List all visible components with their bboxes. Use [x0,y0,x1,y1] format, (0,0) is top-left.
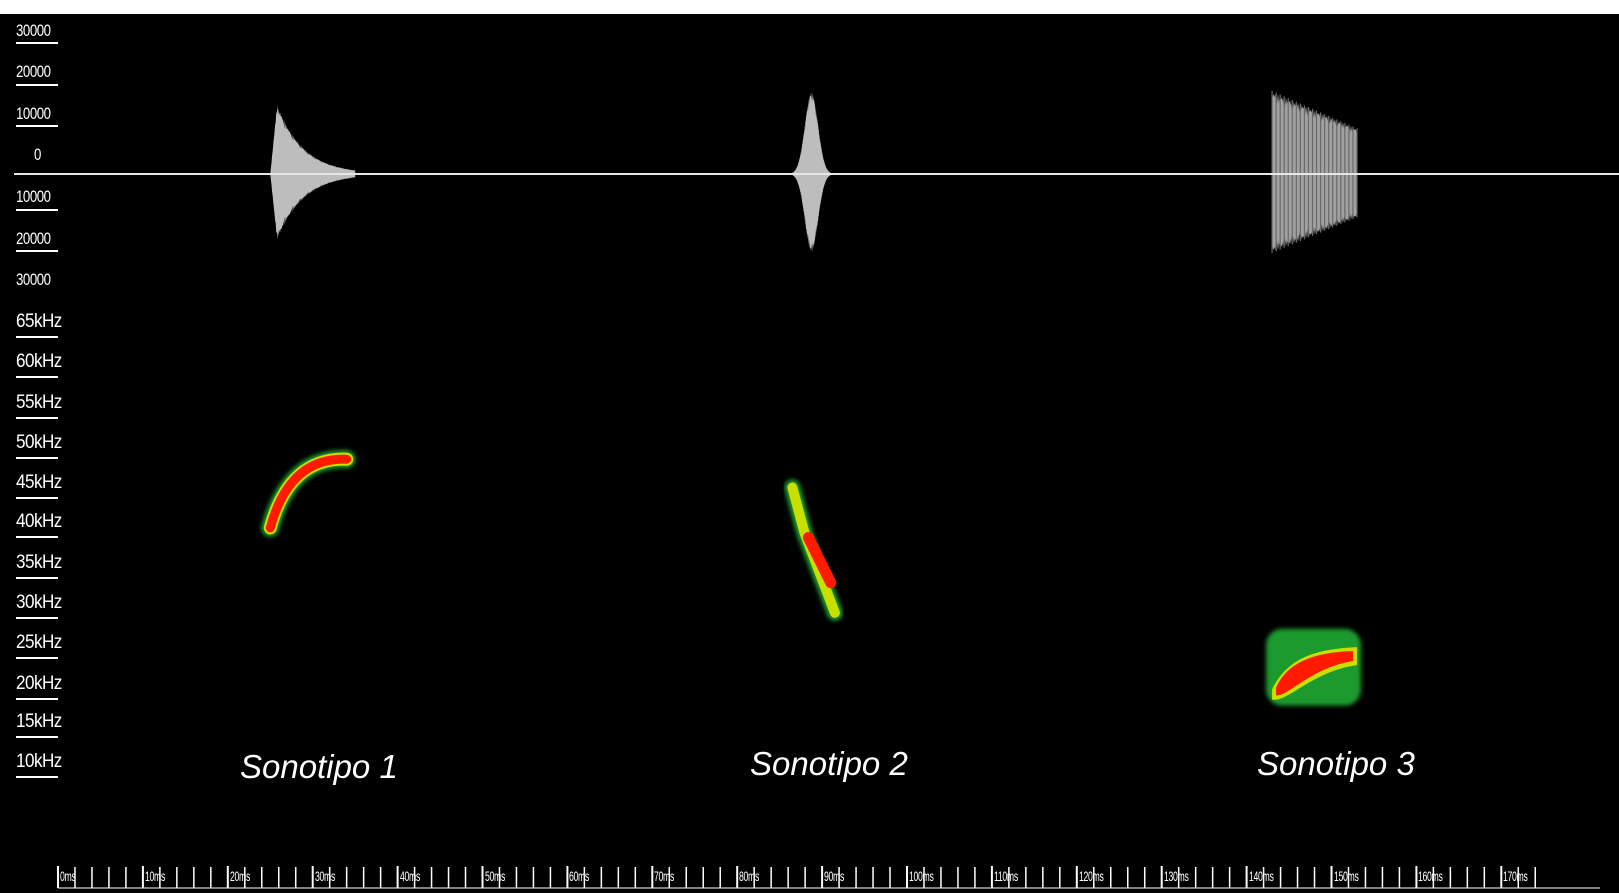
time-tick-label: 150ms [1333,868,1359,884]
amplitude-gridmark [16,125,58,127]
sonotipo-3-label: Sonotipo 3 [1257,745,1415,782]
call-3-core [1276,651,1353,696]
time-tick-label: 140ms [1248,868,1274,884]
amplitude-gridmark [16,84,58,86]
time-tick-label: 160ms [1418,868,1443,884]
frequency-tick-label: 35kHz [16,552,62,573]
frequency-gridmark [16,617,58,619]
time-tick-label: 20ms [229,868,250,884]
frequency-gridmark [16,376,58,378]
amplitude-tick-label: 20000 [16,62,51,81]
frequency-gridmark [16,457,58,459]
top-border [0,0,1619,14]
frequency-tick-label: 10kHz [16,751,62,772]
frequency-gridmark [16,698,58,700]
time-tick-label: 60ms [569,868,590,884]
time-tick-label: 170ms [1503,868,1528,884]
frequency-tick-label: 50kHz [16,432,62,453]
amplitude-tick-label: 20000 [16,229,51,248]
time-tick-label: 130ms [1163,868,1189,884]
waveform-1 [270,104,356,240]
amplitude-gridmark [16,209,58,211]
amplitude-gridmark [16,250,58,252]
sonotipo-1-label: Sonotipo 1 [240,748,398,785]
frequency-tick-label: 40kHz [16,511,62,532]
amplitude-tick-label: 0 [34,145,41,164]
frequency-gridmark [16,736,58,738]
frequency-tick-label: 20kHz [16,673,62,694]
frequency-tick-label: 60kHz [16,351,62,372]
waveform-3 [1272,92,1357,252]
time-tick-label: 30ms [314,868,335,884]
sonotipo-2-label: Sonotipo 2 [750,745,908,782]
frequency-tick-label: 15kHz [16,711,62,732]
time-tick-label: 40ms [399,868,420,884]
frequency-gridmark [16,536,58,538]
call-2-edge [787,482,840,618]
frequency-tick-label: 30kHz [16,592,62,613]
time-tick-label: 80ms [739,868,760,884]
time-tick-label: 120ms [1078,868,1104,884]
waveform-2 [792,91,835,253]
frequency-tick-label: 65kHz [16,311,62,332]
time-tick-label: 100ms [909,868,934,884]
call-2-core [802,532,837,589]
frequency-tick-label: 25kHz [16,632,62,653]
amplitude-gridmark [16,42,58,44]
amplitude-tick-label: 30000 [16,21,51,40]
call-1-core [265,454,352,533]
time-tick-label: 110ms [993,868,1018,884]
frequency-gridmark [16,417,58,419]
frequency-gridmark [16,577,58,579]
frequency-tick-label: 55kHz [16,392,62,413]
amplitude-tick-label: 30000 [16,270,51,289]
time-tick-label: 70ms [654,868,675,884]
frequency-tick-label: 45kHz [16,472,62,493]
time-tick-label: 90ms [824,868,845,884]
time-tick-label: 0ms [60,868,76,884]
time-axis [57,866,1600,889]
time-tick-label: 50ms [484,868,505,884]
amplitude-tick-label: 10000 [16,187,51,206]
frequency-gridmark [16,776,58,778]
amplitude-tick-label: 10000 [16,104,51,123]
waveform-layer [270,91,1358,253]
frequency-gridmark [16,657,58,659]
frequency-gridmark [16,336,58,338]
spectrogram-layer [261,450,1361,706]
time-tick-label: 10ms [144,868,165,884]
frequency-gridmark [16,497,58,499]
